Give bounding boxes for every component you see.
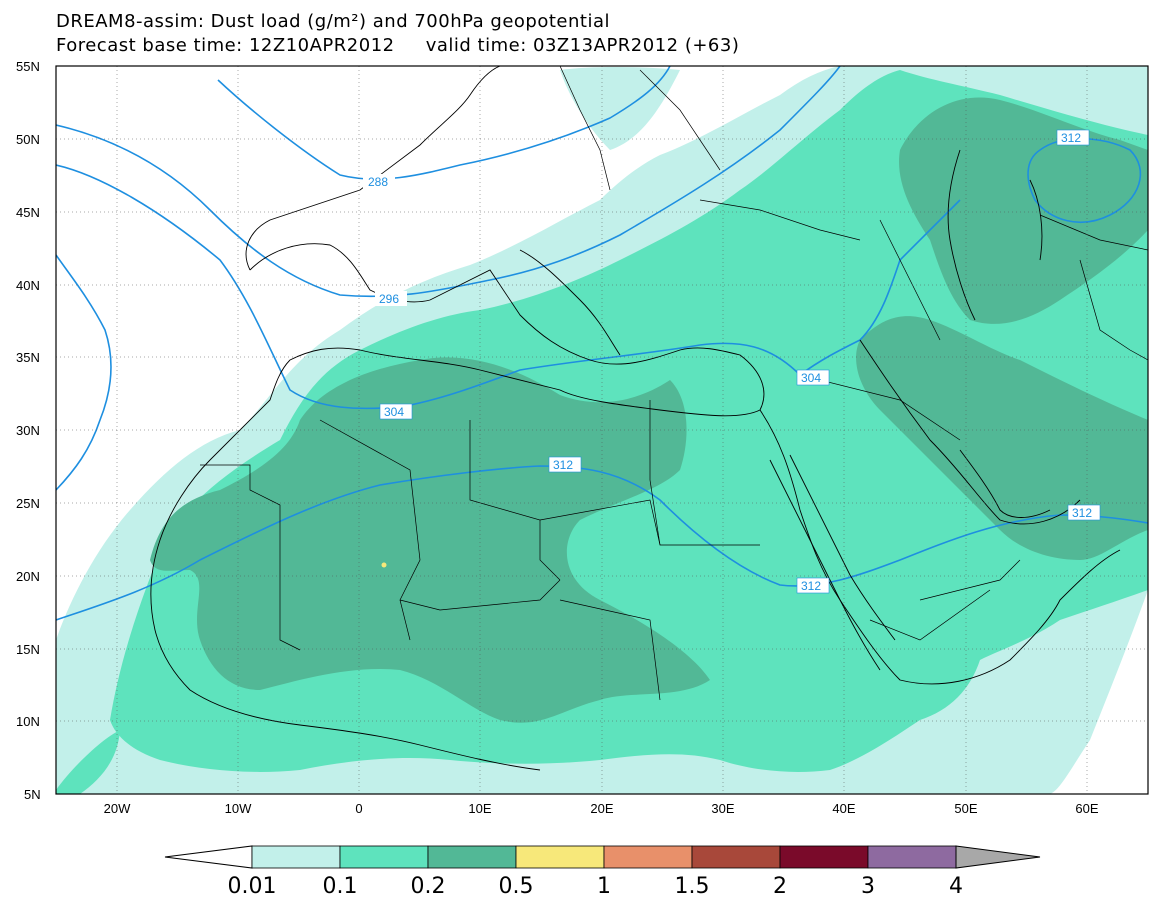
colorbar-label: 0.01 [228, 874, 277, 899]
contour-label-312b: 312 [801, 579, 821, 593]
colorbar-swatch [427, 845, 517, 869]
lat-label: 30N [16, 423, 40, 438]
contour-label-304b: 304 [801, 371, 821, 385]
lat-label: 45N [16, 205, 40, 220]
contour-label-312d: 312 [1061, 131, 1081, 145]
title-line-2: Forecast base time: 12Z10APR2012 valid t… [56, 35, 740, 56]
contour-label-312: 312 [553, 458, 573, 472]
lon-label: 10W [225, 801, 252, 816]
contour-labels: 288 296 304 304 312 312 312 312 [363, 129, 1101, 594]
lon-label: 40E [832, 801, 855, 816]
contour-label-304: 304 [384, 405, 404, 419]
colorbar-label: 3 [861, 874, 875, 899]
dust-level-dark-arabia [856, 316, 1148, 560]
colorbar-swatch [867, 845, 957, 869]
contour-label-288: 288 [368, 175, 388, 189]
geopotential-contours [56, 66, 1148, 621]
dust-level-dark-caspian [899, 97, 1148, 324]
colorbar-swatch [603, 845, 693, 869]
colorbar-label: 1.5 [675, 874, 710, 899]
dust-level-medium-west [56, 730, 120, 794]
colorbar-label: 2 [773, 874, 787, 899]
borders [200, 66, 1148, 701]
lat-label: 55N [16, 59, 40, 74]
lon-label: 30E [711, 801, 734, 816]
colorbar-label: 1 [597, 874, 611, 899]
plot-frame [55, 65, 1149, 795]
lat-label: 5N [24, 787, 41, 802]
colorbar-swatch [339, 845, 429, 869]
colorbar-swatch [691, 845, 781, 869]
lon-label: 50E [954, 801, 977, 816]
lat-label: 40N [16, 278, 40, 293]
lon-label: 60E [1075, 801, 1098, 816]
dust-peak-spot [381, 562, 387, 568]
lat-label: 10N [16, 714, 40, 729]
red-sea [769, 449, 1051, 671]
lon-labels: 20W 10W 0 10E 20E 30E 40E 50E 60E [104, 801, 1099, 816]
colorbar-high-arrow [955, 845, 1041, 869]
lat-label: 50N [16, 132, 40, 147]
colorbar: 0.01 0.1 0.2 0.5 1 1.5 2 3 4 [164, 845, 1041, 899]
lat-label: 25N [16, 496, 40, 511]
lon-label: 0 [355, 801, 362, 816]
colorbar-label: 0.2 [411, 874, 446, 899]
contour-label-312c: 312 [1072, 506, 1092, 520]
lat-labels: 55N 50N 45N 40N 35N 30N 25N 20N 15N 10N … [16, 59, 41, 802]
contour-label-296: 296 [379, 292, 399, 306]
colorbar-label: 0.1 [323, 874, 358, 899]
lat-label: 20N [16, 569, 40, 584]
colorbar-swatch [779, 845, 869, 869]
dust-level-light-north [560, 67, 680, 150]
colorbar-low-arrow [164, 845, 253, 869]
colorbar-swatch [251, 845, 341, 869]
lat-label: 15N [16, 642, 40, 657]
gridlines [56, 66, 1148, 794]
lon-label: 10E [468, 801, 491, 816]
colorbar-label: 0.5 [499, 874, 534, 899]
title-line-1: DREAM8-assim: Dust load (g/m²) and 700hP… [56, 11, 610, 32]
dust-level-dark-sahara [150, 357, 710, 723]
lon-label: 20W [104, 801, 131, 816]
coastlines [150, 66, 1121, 771]
colorbar-swatch [515, 845, 605, 869]
lat-label: 35N [16, 350, 40, 365]
colorbar-label: 4 [949, 874, 963, 899]
lon-label: 20E [590, 801, 613, 816]
